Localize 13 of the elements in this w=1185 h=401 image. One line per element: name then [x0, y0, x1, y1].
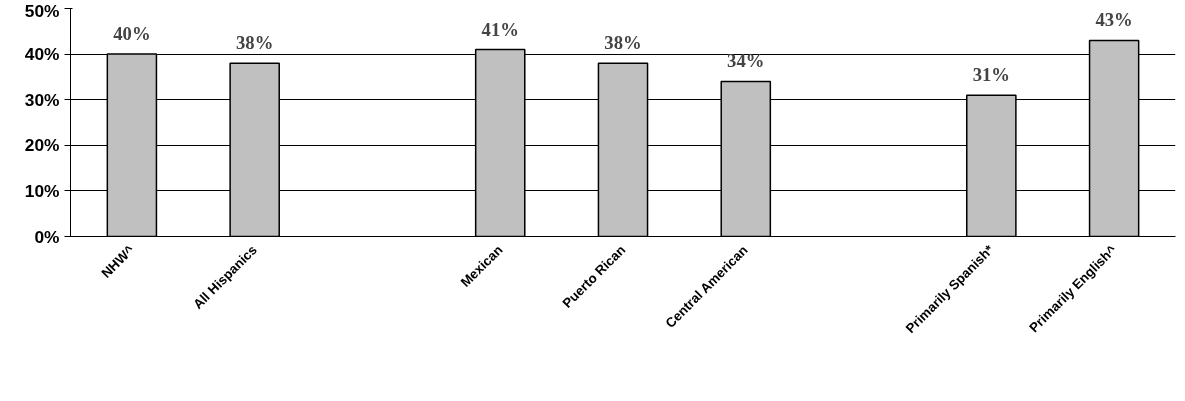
data-label: 43% [1095, 9, 1133, 31]
data-label: 41% [481, 18, 519, 40]
data-label: 40% [113, 23, 151, 45]
y-tick-label: 40% [24, 44, 60, 65]
data-label: 34% [727, 50, 765, 72]
y-tick-label: 10% [24, 180, 60, 201]
y-tick-label: 0% [34, 226, 60, 247]
data-label: 38% [236, 32, 274, 54]
y-tick-label: 30% [24, 89, 60, 110]
y-tick-label: 20% [24, 135, 60, 156]
data-label: 31% [972, 64, 1010, 86]
y-tick-label: 50% [24, 0, 60, 21]
data-label: 38% [604, 32, 642, 54]
